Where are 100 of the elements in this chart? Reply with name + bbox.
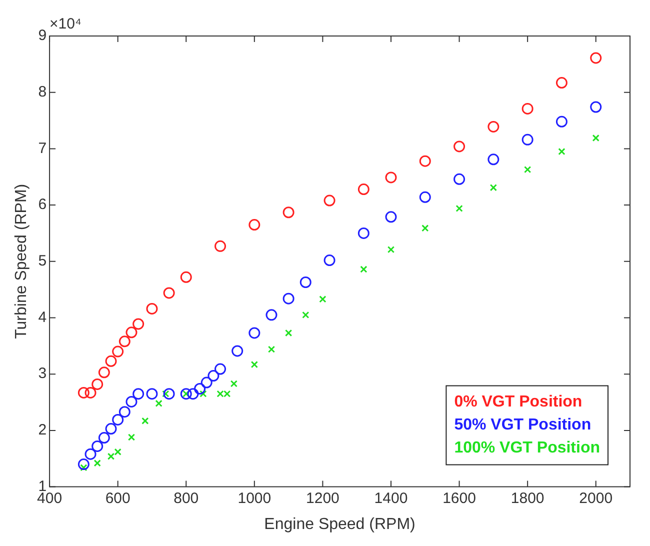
point xyxy=(268,346,276,353)
y-tick-label: 5 xyxy=(38,252,47,270)
point xyxy=(84,386,96,398)
point xyxy=(524,166,532,174)
point xyxy=(490,184,497,192)
point xyxy=(214,240,226,252)
point xyxy=(118,406,130,418)
text: ×10⁴ xyxy=(50,16,82,33)
point xyxy=(232,345,244,357)
point xyxy=(98,432,110,444)
point xyxy=(78,386,90,398)
point xyxy=(590,52,602,64)
point xyxy=(155,400,162,407)
x-axis-title: Engine Speed (RPM) xyxy=(264,516,416,533)
point xyxy=(92,378,104,390)
point xyxy=(387,246,395,254)
point xyxy=(194,383,206,394)
point xyxy=(522,134,534,146)
x-tick-label: 1200 xyxy=(306,490,340,507)
point xyxy=(200,390,207,398)
point xyxy=(146,388,158,400)
point xyxy=(319,296,326,303)
x-tick-label: 1400 xyxy=(374,490,408,507)
point xyxy=(214,363,226,375)
point xyxy=(266,309,278,321)
point xyxy=(132,318,144,330)
point xyxy=(78,458,90,470)
point xyxy=(208,370,220,382)
point xyxy=(300,276,312,288)
point xyxy=(128,434,136,441)
point xyxy=(522,102,534,114)
point xyxy=(105,423,117,435)
y-tick-label: 6 xyxy=(38,196,47,214)
point xyxy=(98,366,110,378)
point xyxy=(358,227,370,239)
point xyxy=(282,206,294,218)
x-tick-label: 600 xyxy=(105,490,130,507)
point xyxy=(558,148,566,156)
point xyxy=(112,346,124,358)
point xyxy=(114,448,122,456)
point xyxy=(180,271,192,283)
x-tick-label: 1600 xyxy=(442,490,476,507)
point xyxy=(454,173,466,185)
point xyxy=(282,292,294,304)
point xyxy=(118,336,130,348)
point xyxy=(250,360,258,368)
point xyxy=(105,355,117,367)
point xyxy=(284,329,292,337)
point xyxy=(360,266,368,273)
point xyxy=(488,154,500,166)
point xyxy=(248,219,260,231)
point xyxy=(456,204,463,212)
point xyxy=(302,311,310,319)
point xyxy=(324,254,336,266)
point xyxy=(84,448,96,460)
text: 100% VGT Position xyxy=(454,440,600,457)
point xyxy=(324,194,336,206)
point xyxy=(216,390,224,398)
x-tick-label: 400 xyxy=(37,490,62,507)
x-tick-label: 1800 xyxy=(510,490,544,507)
y-tick-label: 4 xyxy=(38,308,47,326)
point xyxy=(230,380,238,388)
point xyxy=(556,116,568,128)
y-axis-title: Turbine Speed (RPM) xyxy=(13,184,30,339)
point xyxy=(200,376,212,388)
y-tick-label: 9 xyxy=(38,27,47,44)
point xyxy=(112,414,124,426)
point xyxy=(163,388,175,400)
point xyxy=(454,140,466,152)
point xyxy=(590,101,602,113)
point xyxy=(224,390,231,398)
y-tick-label: 7 xyxy=(38,140,47,157)
point xyxy=(488,120,500,132)
point xyxy=(126,326,138,338)
point xyxy=(146,302,158,314)
y-tick-label: 2 xyxy=(38,422,47,439)
point xyxy=(132,388,144,400)
point xyxy=(126,396,138,408)
y-tick-label: 8 xyxy=(38,83,47,100)
point xyxy=(385,211,397,223)
point xyxy=(419,155,431,167)
point xyxy=(92,440,104,452)
point xyxy=(187,388,199,400)
text: 50% VGT Position xyxy=(454,416,592,434)
y-tick-label: 3 xyxy=(38,365,47,382)
point xyxy=(94,460,101,467)
point xyxy=(419,191,431,203)
point xyxy=(385,172,397,184)
x-tick-label: 1000 xyxy=(238,490,272,507)
point xyxy=(556,77,568,89)
point xyxy=(163,287,175,299)
point xyxy=(422,224,429,232)
point xyxy=(180,388,192,400)
point xyxy=(358,184,370,196)
x-tick-label: 2000 xyxy=(579,490,613,507)
x-tick-label: 800 xyxy=(174,490,199,507)
point xyxy=(248,327,260,339)
text: 0% VGT Position xyxy=(454,394,582,411)
point xyxy=(592,134,600,142)
point xyxy=(142,417,149,424)
